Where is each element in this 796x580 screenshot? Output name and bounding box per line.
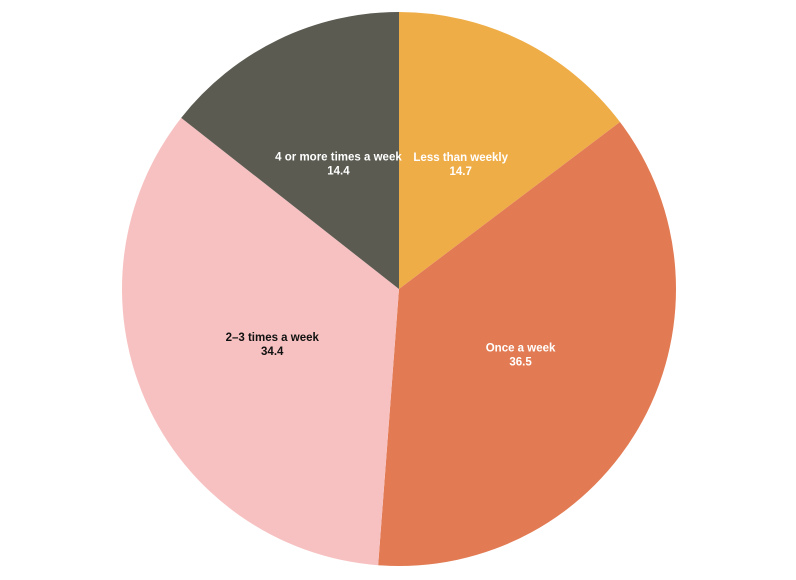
slice-value: 34.4 xyxy=(261,346,284,358)
slice-label: 4 or more times a week xyxy=(275,151,402,163)
pie-slice xyxy=(399,12,620,289)
slice-value: 14.7 xyxy=(450,166,472,178)
pie-slice xyxy=(122,117,399,566)
slice-value: 36.5 xyxy=(509,356,532,368)
pie-slice xyxy=(378,121,676,566)
slice-label: 2–3 times a week xyxy=(226,332,320,344)
slice-label: Less than weekly xyxy=(413,152,508,164)
slice-value: 14.4 xyxy=(327,165,350,177)
slice-label: Once a week xyxy=(486,342,556,354)
pie-slice xyxy=(181,12,399,289)
